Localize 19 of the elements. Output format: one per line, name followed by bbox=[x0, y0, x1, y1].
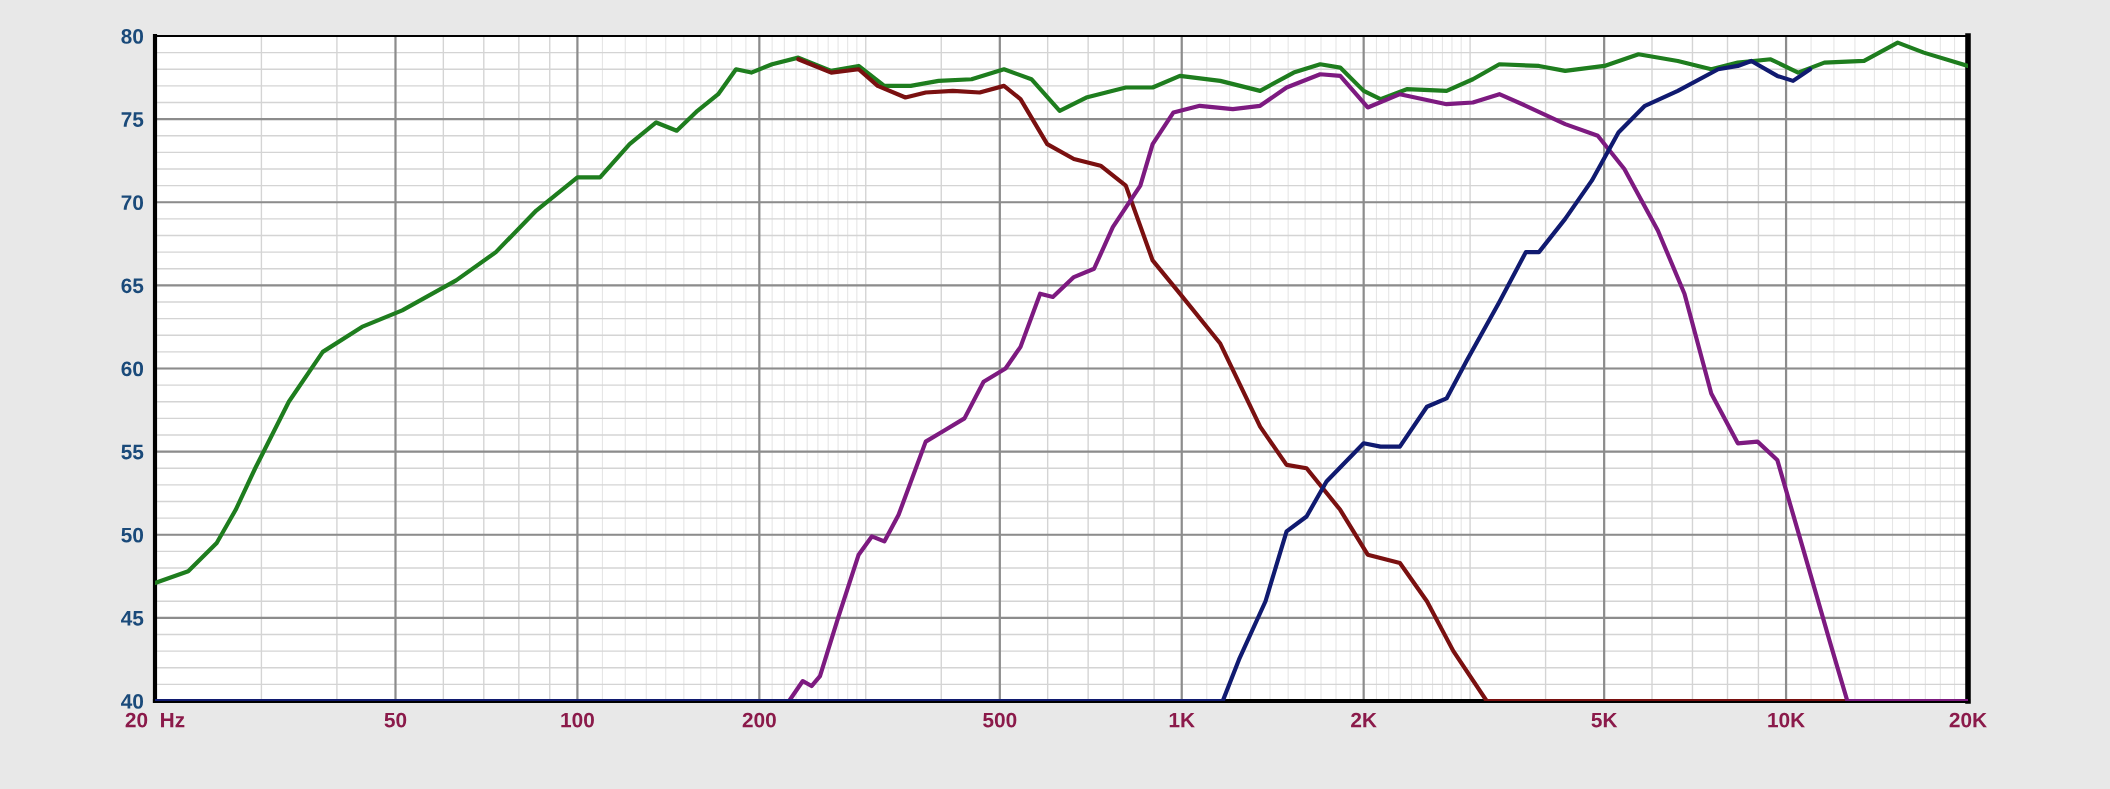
x-tick-label: 2K bbox=[1351, 712, 1377, 728]
y-tick-label: 60 bbox=[121, 361, 144, 377]
y-tick-label: 75 bbox=[121, 112, 144, 127]
y-tick-label: 45 bbox=[121, 611, 144, 626]
x-tick-label: 1K bbox=[1169, 712, 1195, 728]
x-tick-label: 5K bbox=[1591, 712, 1618, 728]
x-tick-label: 100 bbox=[561, 712, 594, 728]
x-tick-label: 10K bbox=[1768, 712, 1805, 728]
x-tick-label: 500 bbox=[983, 712, 1017, 728]
y-tick-label: 50 bbox=[121, 527, 144, 543]
x-tick-label: 50 bbox=[384, 712, 407, 728]
y-tick-label: 70 bbox=[121, 195, 144, 210]
x-tick-label: 20 Hz bbox=[125, 712, 185, 728]
y-tick-label: 65 bbox=[121, 278, 144, 294]
x-tick-label: 200 bbox=[742, 712, 776, 728]
y-tick-label: 40 bbox=[121, 694, 144, 709]
y-tick-label: 80 bbox=[121, 29, 144, 44]
y-tick-label: 55 bbox=[121, 444, 144, 460]
x-tick-label: 20K bbox=[1949, 712, 1987, 728]
